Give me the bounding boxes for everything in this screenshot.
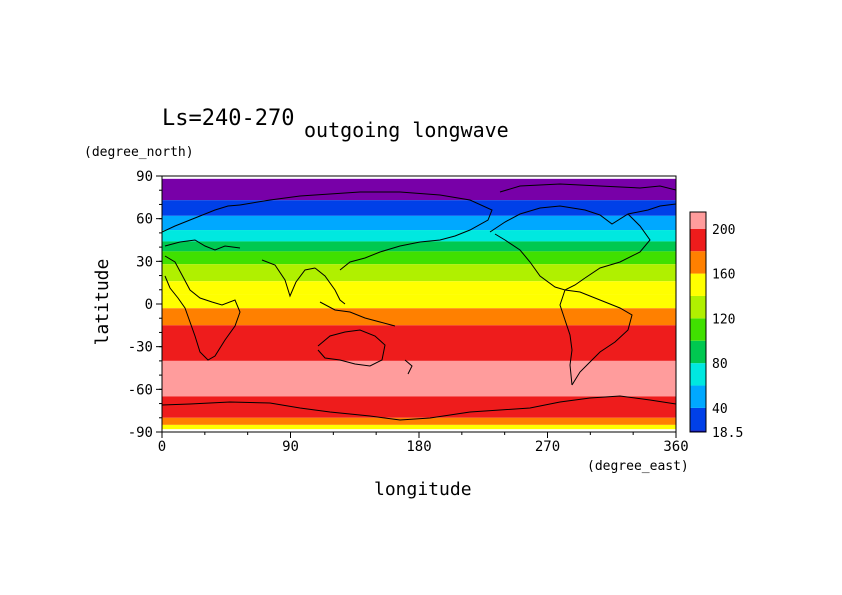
colorbar-swatch-6 bbox=[690, 295, 706, 319]
x-tick-label-1: 90 bbox=[282, 439, 299, 455]
x-tick-label-3: 270 bbox=[535, 439, 560, 455]
colorbar-label-4: 160 bbox=[712, 268, 735, 283]
y-tick-label-2: 30 bbox=[136, 254, 153, 270]
coastline-central-america bbox=[494, 233, 586, 291]
coastline-indonesia bbox=[319, 301, 396, 327]
colorbar-label-2: 80 bbox=[712, 357, 728, 372]
y-tick-label-3: 0 bbox=[145, 297, 153, 313]
colorbar-swatch-7 bbox=[690, 273, 706, 296]
colorbar-swatch-4 bbox=[690, 340, 706, 364]
coastline-south-america bbox=[564, 289, 633, 386]
contour-band-5 bbox=[162, 251, 676, 265]
coastline-antarctica bbox=[162, 395, 676, 421]
coastlines bbox=[162, 183, 676, 421]
colorbar-swatch-8 bbox=[690, 251, 706, 274]
plot-area bbox=[162, 176, 676, 432]
coastline-india bbox=[261, 259, 316, 298]
coastline-europe bbox=[162, 204, 241, 233]
y-tick-label-4: -30 bbox=[128, 340, 153, 356]
y-axis-unit: (degree_north) bbox=[84, 145, 194, 160]
contour-band-12 bbox=[162, 396, 676, 418]
coastline-us-east bbox=[584, 213, 651, 279]
colorbar-swatch-0 bbox=[690, 430, 706, 432]
contour-band-13 bbox=[162, 417, 676, 425]
colorbar-label-1: 40 bbox=[712, 402, 728, 417]
y-tick-label-1: 60 bbox=[136, 212, 153, 228]
coastline-southeast-asia bbox=[314, 267, 346, 305]
colorbar: 18.5 40 80 120 160 200 bbox=[689, 211, 743, 441]
colorbar-label-3: 120 bbox=[712, 312, 735, 327]
contour-band-14 bbox=[162, 424, 676, 430]
chart-title: outgoing longwave bbox=[304, 118, 509, 142]
x-tick-label-2: 180 bbox=[406, 439, 431, 455]
coastline-africa bbox=[164, 255, 241, 361]
colorbar-label-5: 200 bbox=[712, 223, 735, 238]
contour-band-0 bbox=[162, 178, 676, 201]
colorbar-swatch-3 bbox=[690, 363, 706, 386]
contour-band-8 bbox=[162, 294, 676, 309]
x-tick-label-0: 0 bbox=[158, 439, 166, 455]
coastline-greenland bbox=[499, 183, 676, 193]
colorbar-swatch-2 bbox=[690, 385, 706, 408]
x-axis-unit: (degree_east) bbox=[587, 459, 689, 474]
contour-bands bbox=[162, 178, 676, 430]
x-tick-label-4: 360 bbox=[663, 439, 688, 455]
x-axis-label: longitude bbox=[374, 479, 472, 500]
contour-band-3 bbox=[162, 230, 676, 242]
x-axis: 0 90 180 270 360 bbox=[158, 432, 689, 455]
coastline-europe-south bbox=[164, 239, 241, 251]
contour-band-1 bbox=[162, 200, 676, 216]
contour-band-4 bbox=[162, 241, 676, 252]
contour-band-6 bbox=[162, 264, 676, 282]
coastline-australia bbox=[317, 329, 386, 367]
colorbar-label-0: 18.5 bbox=[712, 426, 743, 441]
contour-band-2 bbox=[162, 215, 676, 231]
coastline-north-america bbox=[489, 203, 676, 233]
coastline-asia bbox=[239, 191, 493, 271]
contour-band-9 bbox=[162, 308, 676, 326]
colorbar-swatch-9 bbox=[690, 228, 706, 252]
coastline-new-zealand bbox=[404, 359, 413, 375]
y-axis: 90 60 30 0 -30 -60 -90 bbox=[128, 169, 162, 441]
contour-band-7 bbox=[162, 281, 676, 295]
contour-band-10 bbox=[162, 325, 676, 361]
colorbar-swatch-1 bbox=[690, 407, 706, 431]
colorbar-frame bbox=[689, 211, 707, 433]
y-tick-label-5: -60 bbox=[128, 382, 153, 398]
contour-band-11 bbox=[162, 360, 676, 397]
coastline-south-america-west bbox=[559, 289, 573, 386]
y-tick-label-0: 90 bbox=[136, 169, 153, 185]
subtitle-ls: Ls=240-270 bbox=[162, 106, 295, 131]
colorbar-swatch-5 bbox=[690, 318, 706, 341]
colorbar-swatch-10 bbox=[690, 212, 706, 229]
y-tick-label-6: -90 bbox=[128, 425, 153, 441]
